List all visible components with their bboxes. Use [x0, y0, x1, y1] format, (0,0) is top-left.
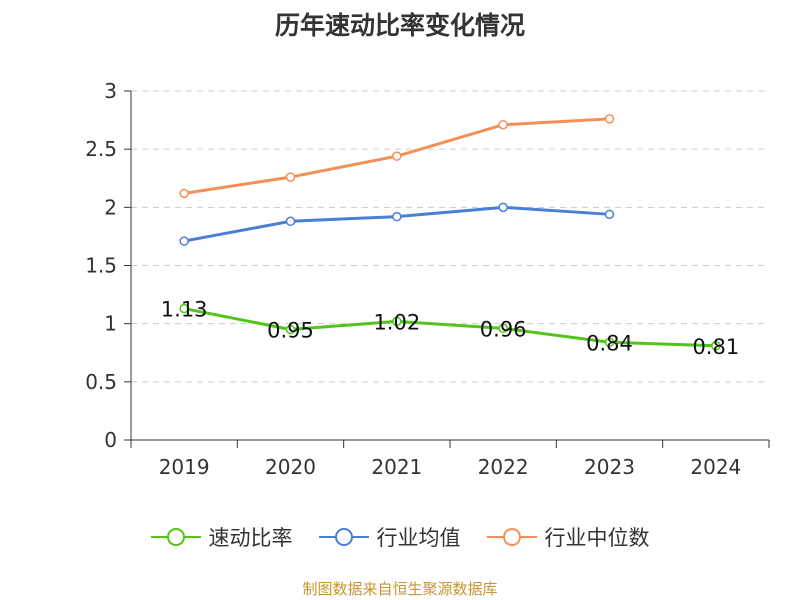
axes: 0 0.5 1 1.5 2 2.5 3 2019 2020 2021 2022 2023 2024 — [85, 79, 770, 479]
series-line-0 — [183, 307, 716, 348]
data-point — [604, 337, 615, 348]
data-point — [285, 216, 296, 227]
data-labels: 1.13 0.95 1.02 0.96 0.84 0.81 — [161, 298, 739, 359]
data-point — [285, 324, 296, 335]
legend-swatch-marker — [166, 528, 185, 546]
data-point — [179, 303, 189, 314]
y-tick-label: 2 — [104, 195, 117, 219]
legend-swatch — [486, 528, 537, 546]
data-point — [179, 236, 189, 246]
data-point — [498, 119, 508, 130]
x-tick-label: 2020 — [265, 455, 316, 479]
data-point — [711, 341, 721, 351]
series-lines — [179, 114, 721, 351]
legend-swatch — [318, 528, 369, 546]
data-point — [392, 151, 402, 161]
y-tick-label: 0.5 — [85, 370, 117, 394]
data-point — [392, 211, 402, 222]
y-tick-label: 3 — [104, 79, 117, 103]
x-tick-label: 2023 — [584, 455, 635, 479]
y-tick-label: 0 — [104, 428, 117, 452]
data-point — [285, 172, 296, 182]
y-tick-label: 2.5 — [85, 137, 117, 161]
x-tick-label: 2019 — [159, 455, 210, 479]
data-point — [498, 202, 508, 213]
legend-label: 行业均值 — [376, 526, 461, 550]
data-label: 0.81 — [692, 335, 739, 359]
chart-title: 历年速动比率变化情况 — [274, 11, 525, 40]
legend-item[interactable]: 行业中位数 — [486, 522, 650, 552]
data-point — [392, 316, 402, 327]
x-tick-label: 2021 — [371, 455, 422, 479]
legend-item[interactable]: 行业均值 — [318, 522, 461, 552]
x-tick-label: 2024 — [690, 455, 741, 479]
legend-swatch-marker — [334, 528, 353, 546]
y-tick-label: 1 — [104, 312, 117, 336]
legend-swatch-marker — [502, 528, 521, 546]
data-point — [498, 323, 508, 334]
y-tick-label: 1.5 — [85, 254, 117, 278]
data-point — [179, 188, 189, 199]
data-label: 0.95 — [267, 318, 314, 342]
data-label: 1.13 — [161, 298, 208, 322]
legend-label: 行业中位数 — [544, 526, 650, 550]
legend: 速动比率 行业均值 行业中位数 — [0, 520, 800, 554]
data-point — [604, 209, 615, 220]
grid-lines — [131, 90, 769, 383]
data-label: 0.84 — [586, 331, 633, 355]
legend-swatch — [150, 528, 201, 546]
legend-item[interactable]: 速动比率 — [150, 522, 293, 552]
data-label: 1.02 — [373, 310, 420, 334]
source-note: 制图数据来自恒生聚源数据库 — [302, 580, 498, 598]
x-tick-label: 2022 — [478, 455, 529, 479]
data-point — [604, 114, 615, 124]
data-label: 0.96 — [480, 317, 527, 341]
legend-label: 速动比率 — [208, 526, 293, 550]
